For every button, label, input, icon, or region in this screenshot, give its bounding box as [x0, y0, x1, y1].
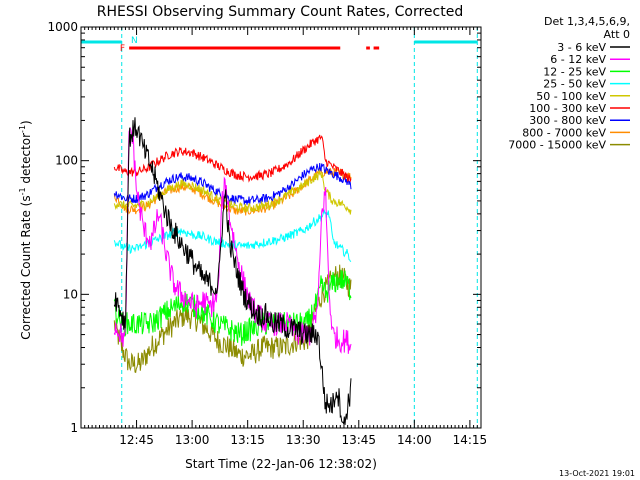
y-axis-label-sup2: -1 — [18, 125, 27, 133]
legend-label-3: 25 - 50 keV — [543, 78, 606, 91]
legend-label-6: 300 - 800 keV — [529, 114, 606, 127]
x-axis-label: Start Time (22-Jan-06 12:38:02) — [185, 457, 377, 471]
x-tick-label-5: 14:00 — [397, 433, 432, 447]
series-line-0 — [113, 117, 352, 426]
legend-label-5: 100 - 300 keV — [529, 102, 606, 115]
x-tick-label-1: 13:00 — [175, 433, 210, 447]
plot-area: NF — [81, 27, 478, 428]
series-line-4 — [113, 168, 352, 215]
y-tick-label-2: 100 — [55, 154, 78, 168]
x-tick-label-0: 12:45 — [119, 433, 154, 447]
x-tick-label-3: 13:30 — [286, 433, 321, 447]
interval-label-N: N — [131, 36, 138, 46]
x-tick-label-6: 14:15 — [453, 433, 488, 447]
y-axis-label: Corrected Count Rate (s-1 detector-1) — [18, 120, 33, 339]
y-axis-label-sup1: -1 — [18, 187, 27, 195]
y-tick-label-1: 10 — [63, 287, 78, 301]
legend-label-2: 12 - 25 keV — [543, 65, 606, 78]
axes: 1 10 100 1000 12:45 13:00 13:15 13:30 13:45 14:00… — [47, 20, 487, 447]
legend-label-0: 3 - 6 keV — [557, 41, 606, 54]
footer-timestamp: 13-Oct-2021 19:01 — [559, 469, 635, 478]
legend-header-attenuator: Att 0 — [604, 28, 630, 41]
interval-label-F: F — [120, 44, 125, 54]
y-tick-label-0: 1 — [70, 421, 78, 435]
legend-label-8: 7000 - 15000 keV — [508, 139, 606, 152]
legend-label-4: 50 - 100 keV — [536, 90, 606, 103]
legend-label-1: 6 - 12 keV — [550, 53, 606, 66]
chart-title: RHESSI Observing Summary Count Rates, Co… — [97, 4, 463, 20]
legend-header-detectors: Det 1,3,4,5,6,9, — [544, 15, 630, 28]
x-tick-label-4: 13:45 — [341, 433, 376, 447]
legend-label-7: 800 - 7000 keV — [522, 126, 606, 139]
series-line-6 — [113, 163, 352, 205]
y-tick-label-3: 1000 — [47, 20, 78, 34]
x-tick-label-2: 13:15 — [230, 433, 265, 447]
series-line-2 — [113, 269, 352, 346]
series-line-5 — [113, 134, 352, 183]
